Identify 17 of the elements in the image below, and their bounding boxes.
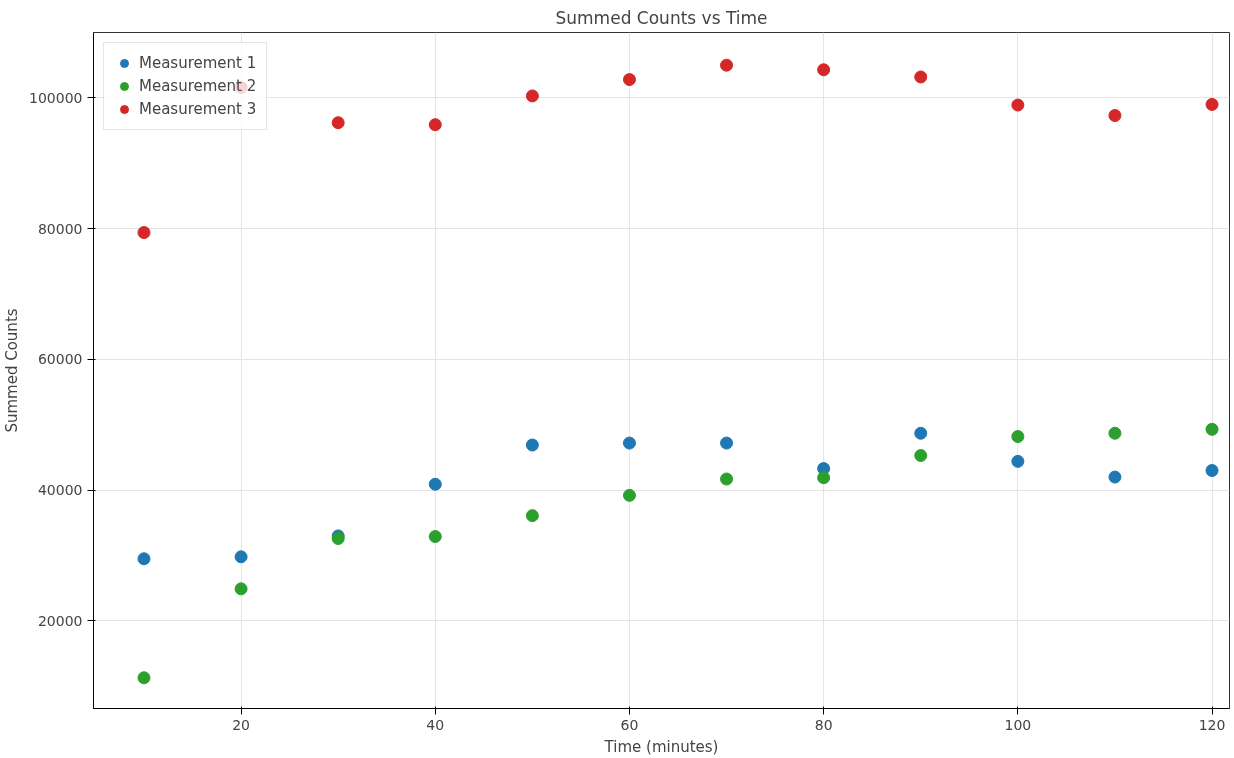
x-tick-label: 60	[620, 716, 639, 733]
y-tick-label: 40000	[37, 482, 83, 499]
y-tick-label: 60000	[37, 351, 83, 368]
y-tick-label: 20000	[37, 612, 83, 629]
y-axis-title: Summed Counts	[3, 308, 22, 433]
chart-title: Summed Counts vs Time	[555, 7, 768, 28]
x-tick-label: 100	[1004, 716, 1032, 733]
x-tick-label: 20	[232, 716, 250, 733]
y-tick-label: 100000	[29, 89, 83, 106]
x-tick-label: 80	[814, 716, 833, 733]
y-tick-label: 80000	[37, 220, 83, 237]
legend-label: Measurement 2	[139, 77, 257, 95]
x-tick-label: 40	[426, 716, 445, 733]
legend-label: Measurement 3	[139, 100, 257, 118]
legend-label: Measurement 1	[139, 54, 257, 72]
x-axis-title: Time (minutes)	[603, 737, 719, 756]
x-tick-label: 120	[1198, 716, 1226, 733]
